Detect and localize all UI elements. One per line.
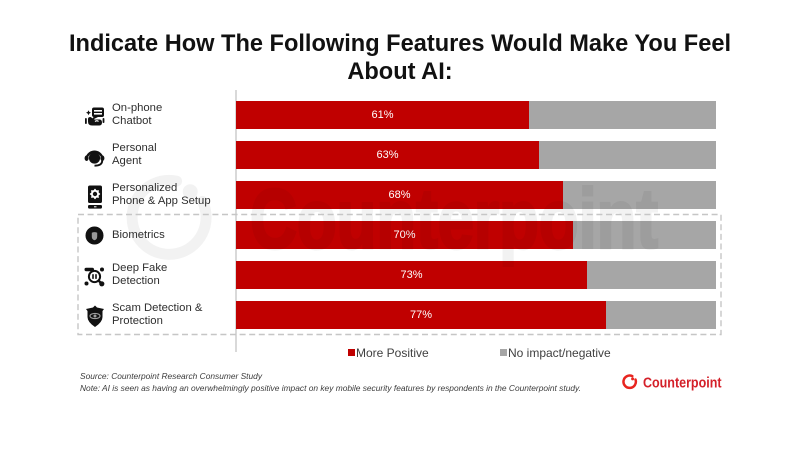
svg-text:Counterpoint: Counterpoint <box>643 375 722 391</box>
